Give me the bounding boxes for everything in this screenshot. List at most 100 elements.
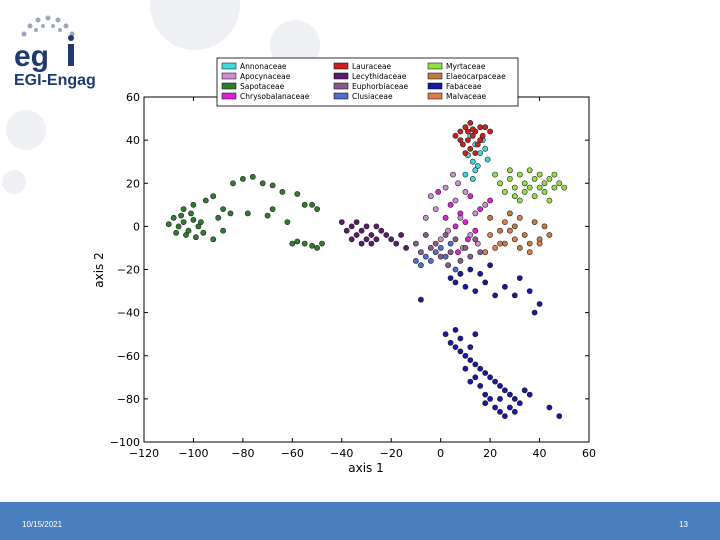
data-point [477, 124, 484, 131]
legend-swatch [221, 82, 237, 90]
background-decor-circle [6, 110, 46, 150]
legend-label: Euphorbiaceae [352, 82, 408, 91]
data-point [531, 193, 538, 200]
data-point [452, 132, 459, 139]
data-point [294, 238, 301, 245]
x-tick-label: 0 [437, 447, 444, 460]
data-point [309, 201, 315, 208]
data-point [227, 210, 234, 217]
x-tick-label: −120 [129, 447, 159, 460]
data-point [469, 175, 476, 182]
data-point [467, 145, 474, 152]
data-point [541, 223, 548, 230]
legend: AnnonaceaeApocynaceaeSapotaceaeChrysobal… [216, 57, 519, 107]
data-point [447, 249, 454, 256]
data-point [432, 206, 439, 212]
legend-swatch [221, 92, 237, 100]
data-point [455, 249, 461, 256]
data-point [230, 180, 236, 187]
data-point [467, 266, 474, 273]
data-point [472, 227, 479, 234]
data-point [474, 163, 481, 169]
data-point [368, 240, 375, 247]
data-point [462, 171, 469, 178]
data-point [435, 188, 442, 195]
footer-bar: 10/15/2021 13 [0, 502, 720, 540]
data-point [437, 244, 444, 251]
data-point [492, 171, 498, 178]
legend-swatch [333, 62, 349, 70]
data-point [417, 262, 424, 269]
data-point [412, 240, 419, 247]
data-point [173, 229, 179, 236]
data-point [506, 227, 513, 234]
data-point [249, 173, 256, 180]
data-point [467, 120, 474, 126]
data-point [497, 395, 503, 402]
data-point [412, 257, 419, 264]
data-point [531, 175, 538, 182]
data-point [469, 126, 476, 133]
data-point [244, 210, 251, 217]
data-point [484, 156, 491, 163]
data-point [506, 210, 513, 217]
data-point [348, 236, 355, 243]
y-tick-label: −80 [117, 393, 140, 406]
legend-swatch [427, 62, 443, 70]
data-point [501, 387, 508, 394]
data-point [511, 223, 518, 230]
data-point [497, 227, 503, 234]
data-point [477, 249, 484, 256]
data-point [492, 244, 498, 251]
footer-date: 10/15/2021 [22, 520, 63, 529]
data-point [511, 408, 518, 415]
data-point [447, 275, 454, 281]
data-point [445, 262, 451, 269]
legend-label: Lecythidaceae [352, 72, 407, 81]
data-point [467, 193, 474, 200]
data-point [452, 197, 459, 204]
legend-swatch [221, 72, 237, 80]
data-point [526, 240, 533, 247]
data-point [363, 223, 370, 230]
data-point [180, 206, 187, 212]
data-point [511, 236, 518, 243]
legend-swatch [333, 92, 349, 100]
data-point [373, 236, 380, 243]
data-point [239, 175, 246, 182]
data-point [464, 236, 471, 243]
data-point [472, 167, 479, 174]
data-point [506, 175, 513, 182]
x-tick-label: −60 [281, 447, 304, 460]
data-point [467, 357, 474, 363]
data-point [546, 197, 553, 204]
x-tick-label: −80 [231, 447, 254, 460]
data-point [497, 408, 503, 415]
data-point [353, 219, 360, 225]
logo-text: EGI-Engag [14, 72, 96, 89]
x-tick-label: −40 [330, 447, 353, 460]
data-point [462, 124, 469, 131]
data-point [314, 244, 320, 251]
y-axis-label: axis 2 [92, 252, 106, 288]
data-point [556, 180, 563, 187]
data-point [259, 180, 266, 187]
y-tick-label: −100 [110, 436, 140, 449]
data-point [501, 413, 508, 419]
legend-label: Lauraceae [352, 62, 392, 71]
data-point [432, 240, 439, 247]
data-point [464, 128, 471, 135]
data-point [368, 232, 375, 238]
data-point [279, 188, 286, 195]
data-point [487, 128, 493, 135]
data-point [497, 240, 503, 247]
data-point [427, 244, 434, 251]
legend-swatch [333, 82, 349, 90]
scatter-chart: −120 −100 −80 −60 −40 −20 0 20 40 60 −100−80−60−4… [92, 57, 596, 475]
data-point [487, 232, 493, 238]
data-point [459, 141, 466, 148]
data-point [197, 219, 204, 225]
data-point [492, 404, 498, 411]
data-point [464, 137, 471, 143]
data-point [398, 232, 404, 238]
